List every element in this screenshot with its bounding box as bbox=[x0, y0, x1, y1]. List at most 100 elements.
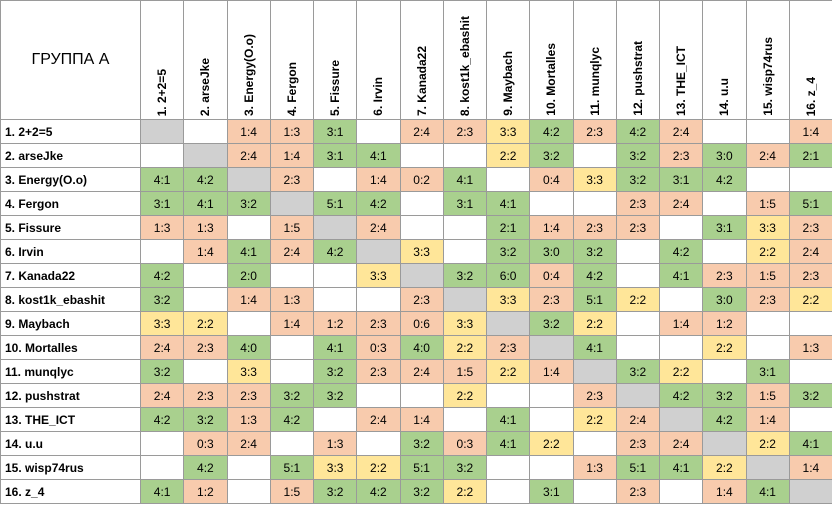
score-cell bbox=[399, 215, 444, 240]
row-label: 5. Fissure bbox=[0, 215, 141, 240]
score-cell: 3:2 bbox=[312, 383, 358, 408]
row-label: 11. munqlyc bbox=[0, 359, 141, 384]
score-cell bbox=[183, 119, 228, 144]
score-cell: 3:2 bbox=[139, 287, 185, 312]
score-cell bbox=[399, 143, 444, 168]
table-row: 1. 2+2=5 1:4 1:3 3:1 2:4 2:3 3:3 4:2 2:3 4:2 2:4 1:… bbox=[0, 119, 832, 144]
group-title: ГРУППА А bbox=[0, 0, 141, 120]
table-row: 12. pushstrat 2:4 2:3 2:3 3:2 3:2 2:2 2:3 4:2 3:2… bbox=[0, 383, 832, 408]
column-header-label: 16. z_4 bbox=[803, 76, 818, 116]
score-cell bbox=[788, 167, 832, 192]
score-cell: 2:3 bbox=[745, 287, 790, 312]
score-cell bbox=[442, 239, 488, 264]
column-header-label: 15. wisp74rus bbox=[760, 37, 775, 116]
score-cell: 3:2 bbox=[615, 167, 661, 192]
score-cell: 2:1 bbox=[485, 215, 531, 240]
score-cell: 1:5 bbox=[269, 479, 315, 504]
score-cell: 1:2 bbox=[312, 311, 358, 336]
score-cell: 2:1 bbox=[788, 143, 832, 168]
score-cell: 2:2 bbox=[658, 359, 704, 384]
score-cell: 3:3 bbox=[442, 311, 488, 336]
self-cell bbox=[658, 407, 704, 432]
score-cell bbox=[183, 287, 228, 312]
score-cell bbox=[312, 167, 358, 192]
score-cell: 3:1 bbox=[702, 215, 747, 240]
score-cell: 1:4 bbox=[269, 311, 315, 336]
score-cell: 3:2 bbox=[226, 191, 271, 216]
row-label: 9. Maybach bbox=[0, 311, 141, 336]
score-cell: 3:3 bbox=[745, 215, 790, 240]
score-cell: 2:4 bbox=[356, 407, 401, 432]
column-header: 11. munqlyc bbox=[572, 0, 617, 120]
row-label: 10. Mortalles bbox=[0, 335, 141, 360]
score-cell: 3:2 bbox=[702, 383, 747, 408]
score-cell: 4:1 bbox=[745, 479, 790, 504]
score-cell: 3:2 bbox=[312, 359, 358, 384]
table-row: 6. Irvin 1:4 4:1 2:4 4:2 3:3 3:2 3:0 3:2 4:2 2:2 2:… bbox=[0, 239, 832, 264]
score-cell: 2:3 bbox=[442, 119, 488, 144]
score-cell: 4:2 bbox=[615, 119, 661, 144]
score-cell: 2:3 bbox=[788, 215, 832, 240]
score-cell: 1:3 bbox=[269, 287, 315, 312]
score-cell bbox=[356, 119, 401, 144]
score-cell: 2:3 bbox=[183, 383, 228, 408]
score-cell: 2:4 bbox=[788, 239, 832, 264]
column-header-label: 12. pushstrat bbox=[630, 41, 645, 116]
score-cell: 4:1 bbox=[658, 455, 704, 480]
score-cell: 3:2 bbox=[442, 263, 488, 288]
score-cell bbox=[745, 167, 790, 192]
score-cell: 2:4 bbox=[658, 431, 704, 456]
self-cell bbox=[788, 479, 832, 504]
score-cell: 1:5 bbox=[745, 383, 790, 408]
score-cell: 2:3 bbox=[485, 335, 531, 360]
score-cell: 4:2 bbox=[183, 167, 228, 192]
self-cell bbox=[139, 119, 185, 144]
score-cell: 3:2 bbox=[269, 383, 315, 408]
column-header: 4. Fergon bbox=[269, 0, 315, 120]
score-cell bbox=[572, 143, 617, 168]
score-cell bbox=[745, 311, 790, 336]
score-cell: 3:3 bbox=[485, 119, 531, 144]
score-cell: 4:1 bbox=[139, 167, 185, 192]
score-cell: 1:3 bbox=[312, 431, 358, 456]
score-cell: 2:2 bbox=[702, 455, 747, 480]
score-cell: 3:1 bbox=[658, 167, 704, 192]
score-cell: 2:3 bbox=[529, 287, 574, 312]
score-cell: 4:2 bbox=[312, 239, 358, 264]
self-cell bbox=[529, 335, 574, 360]
score-cell: 2:4 bbox=[399, 359, 444, 384]
score-cell bbox=[529, 383, 574, 408]
score-cell: 4:0 bbox=[399, 335, 444, 360]
score-cell bbox=[269, 335, 315, 360]
score-cell bbox=[615, 239, 661, 264]
score-cell bbox=[356, 431, 401, 456]
score-cell: 3:1 bbox=[312, 119, 358, 144]
self-cell bbox=[745, 455, 790, 480]
score-cell: 1:4 bbox=[183, 239, 228, 264]
score-cell bbox=[312, 287, 358, 312]
column-header-label: 14. u.u bbox=[717, 77, 732, 116]
score-cell bbox=[485, 479, 531, 504]
score-cell: 2:3 bbox=[356, 359, 401, 384]
score-cell: 2:3 bbox=[226, 383, 271, 408]
score-cell: 2:2 bbox=[442, 383, 488, 408]
score-cell bbox=[269, 359, 315, 384]
row-label: 12. pushstrat bbox=[0, 383, 141, 408]
column-header-label: 1. 2+2=5 bbox=[155, 68, 170, 116]
table-row: 14. u.u 0:3 2:4 1:3 3:2 0:3 4:1 2:2 2:3 2:4 2:2 4:1 bbox=[0, 431, 832, 456]
score-cell: 1:4 bbox=[269, 143, 315, 168]
self-cell bbox=[226, 167, 271, 192]
column-header-label: 10. Mortalles bbox=[544, 43, 559, 116]
score-cell: 1:4 bbox=[702, 479, 747, 504]
score-cell: 3:2 bbox=[572, 239, 617, 264]
score-cell: 2:2 bbox=[745, 239, 790, 264]
score-cell bbox=[658, 215, 704, 240]
score-cell: 3:2 bbox=[312, 479, 358, 504]
score-cell bbox=[226, 215, 271, 240]
self-cell bbox=[485, 311, 531, 336]
score-cell: 3:2 bbox=[183, 407, 228, 432]
score-cell: 3:3 bbox=[312, 455, 358, 480]
score-cell: 3:1 bbox=[745, 359, 790, 384]
score-cell: 2:4 bbox=[139, 383, 185, 408]
score-cell: 2:2 bbox=[788, 287, 832, 312]
